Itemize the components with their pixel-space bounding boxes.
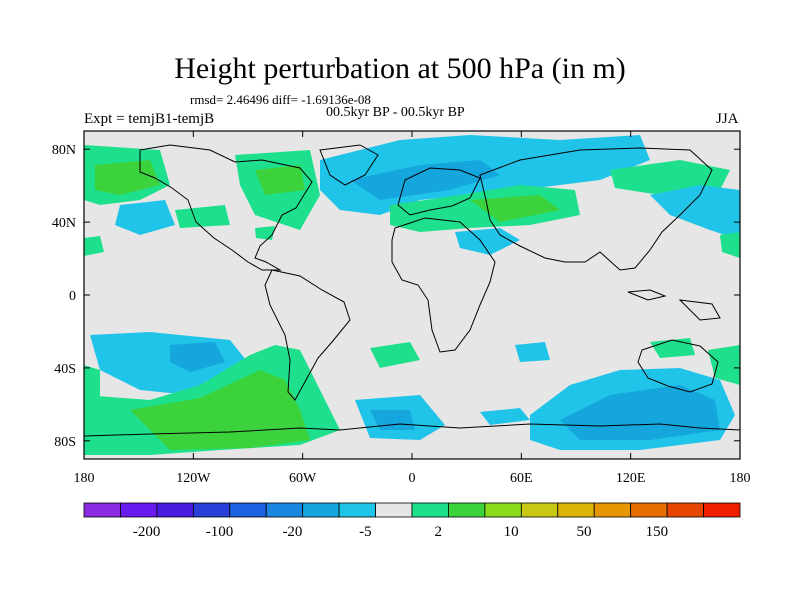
field-patch-green: [720, 232, 740, 258]
colorbar-swatch: [520, 502, 559, 518]
colorbar-swatch: [411, 502, 449, 518]
y-tick-label: 0: [69, 289, 76, 304]
colorbar-swatch: [265, 502, 304, 518]
colorbar-swatch: [484, 502, 522, 518]
field-patch-green: [175, 205, 230, 228]
field-patch-green: [255, 226, 275, 240]
period-label: 00.5kyr BP - 00.5kyr BP: [326, 105, 465, 120]
colorbar-label: 150: [646, 524, 669, 540]
x-tick-label: 180: [74, 471, 95, 486]
field-patch-green: [84, 236, 104, 256]
coastline-asia: [479, 147, 713, 271]
field-patch-blue: [170, 342, 225, 372]
colorbar-swatch: [229, 502, 267, 518]
x-axis: 180 120W 60W 0 60E 120E 180: [74, 131, 751, 486]
field-patch-blue: [350, 160, 500, 200]
colorbar-label: -20: [282, 524, 302, 540]
field-patch-green: [84, 365, 100, 405]
x-tick-label: 0: [409, 471, 416, 486]
x-tick-label: 120E: [616, 471, 646, 486]
field-patch-blue: [370, 410, 415, 430]
y-tick-label: 40S: [54, 362, 76, 377]
y-tick-label: 80N: [52, 143, 76, 158]
colorbar-swatch: [630, 502, 668, 518]
colorbar-label: 50: [577, 524, 592, 540]
colorbar-label: 10: [504, 524, 519, 540]
colorbar-swatch: [192, 502, 231, 518]
x-tick-label: 120W: [176, 471, 211, 486]
colorbar-swatch: [448, 502, 486, 518]
coastline-se-asia: [627, 289, 667, 301]
colorbar-swatch: [557, 502, 595, 518]
coastline-europe: [397, 167, 481, 216]
colorbar-swatch: [338, 502, 376, 518]
colorbar: -200 -100 -20 -5 2 10 50 150: [83, 502, 741, 540]
colorbar-swatch: [703, 502, 741, 518]
x-tick-label: 60E: [510, 471, 533, 486]
y-tick-label: 80S: [54, 435, 76, 450]
colorbar-swatch: [83, 502, 121, 518]
experiment-label: Expt = temjB1-temjB: [84, 111, 215, 127]
coastline-antarctica: [84, 423, 740, 437]
coastline-south-america: [264, 269, 351, 401]
field-patch-green: [470, 195, 560, 222]
map-title: Height perturbation at 500 hPa (in m): [174, 52, 626, 85]
coastline-north-america: [139, 144, 313, 271]
colorbar-swatch: [302, 502, 340, 518]
field-patch-green: [708, 345, 740, 385]
field-patch-blue: [115, 200, 175, 235]
colorbar-label: -5: [359, 524, 372, 540]
field-patch-green: [255, 165, 305, 195]
x-tick-label: 180: [730, 471, 751, 486]
colorbar-label: -100: [206, 524, 234, 540]
y-tick-label: 40N: [52, 216, 76, 231]
field-patch-blue: [515, 342, 550, 362]
coastline-africa: [391, 217, 496, 353]
colorbar-swatch: [593, 502, 632, 518]
coastline-se-asia: [678, 299, 721, 321]
season-label: JJA: [716, 111, 739, 127]
colorbar-label: -200: [133, 524, 161, 540]
colorbar-label: 2: [434, 524, 442, 540]
colorbar-swatch: [666, 502, 704, 518]
field-patch-blue: [650, 185, 740, 240]
colorbar-swatch: [120, 502, 158, 518]
coastline-australia: [637, 339, 719, 393]
colorbar-swatch: [156, 502, 194, 518]
x-tick-label: 60W: [289, 471, 317, 486]
field-patch-blue: [455, 228, 520, 255]
perturbation-field: [84, 135, 740, 455]
y-axis: 80N 40N 0 40S 80S: [52, 143, 740, 450]
coastline-greenland: [319, 144, 379, 186]
field-patch-green: [370, 342, 420, 368]
field-patch-green: [95, 160, 160, 195]
coastlines: [84, 144, 740, 437]
stats-line: rmsd= 2.46496 diff= -1.69136e-08: [190, 92, 371, 107]
colorbar-swatch: [375, 502, 413, 518]
field-patch-blue: [480, 408, 530, 425]
